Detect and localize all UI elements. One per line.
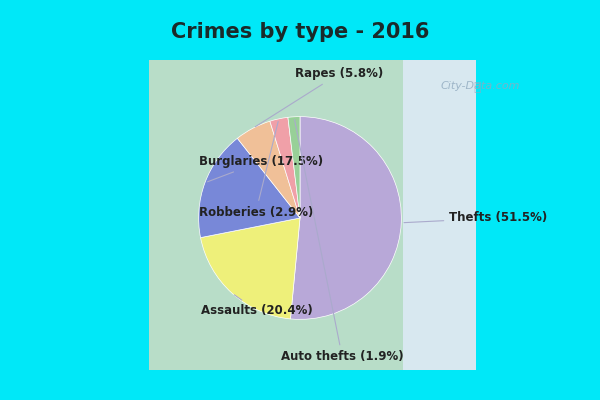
- Wedge shape: [238, 121, 300, 218]
- Text: Auto thefts (1.9%): Auto thefts (1.9%): [281, 120, 404, 363]
- Text: Crimes by type - 2016: Crimes by type - 2016: [171, 22, 429, 42]
- Wedge shape: [270, 117, 300, 218]
- Wedge shape: [290, 117, 401, 319]
- Text: ⓘ: ⓘ: [473, 82, 481, 94]
- Wedge shape: [199, 138, 300, 238]
- Text: Robberies (2.9%): Robberies (2.9%): [199, 122, 313, 219]
- Wedge shape: [200, 218, 300, 319]
- Text: Thefts (51.5%): Thefts (51.5%): [404, 212, 547, 224]
- Text: Burglaries (17.5%): Burglaries (17.5%): [199, 155, 323, 182]
- FancyBboxPatch shape: [149, 60, 403, 370]
- Text: City-Data.com: City-Data.com: [440, 82, 520, 92]
- FancyBboxPatch shape: [403, 60, 530, 370]
- Text: Rapes (5.8%): Rapes (5.8%): [255, 67, 383, 127]
- Text: Assaults (20.4%): Assaults (20.4%): [202, 295, 313, 318]
- Wedge shape: [288, 117, 300, 218]
